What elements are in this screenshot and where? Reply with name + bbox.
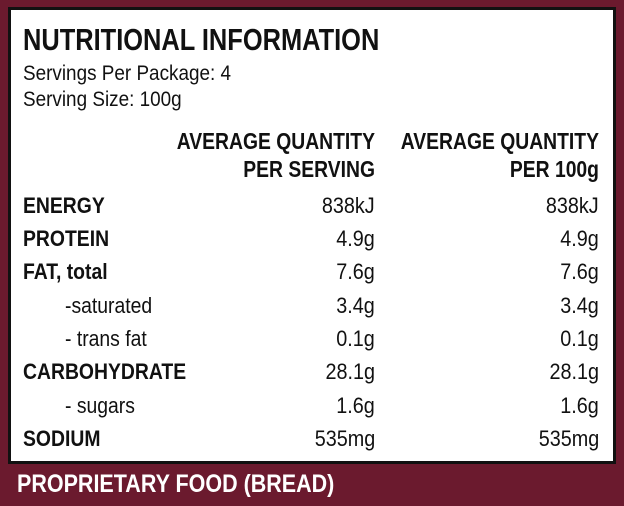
nutrient-row-sugars: - sugars 1.6g 1.6g [11, 393, 613, 426]
per-100g-value: 28.1g [549, 359, 599, 384]
per-100g-value: 4.9g [560, 226, 599, 251]
column-header-per-serving: AVERAGE QUANTITY PER SERVING [177, 127, 375, 183]
nutrient-label: FAT, total [23, 259, 108, 284]
nutrient-row-trans-fat: - trans fat 0.1g 0.1g [11, 326, 613, 359]
nutrient-row-protein: PROTEIN 4.9g 4.9g [11, 226, 613, 259]
per-100g-value: 1.6g [560, 393, 599, 418]
serving-size: Serving Size: 100g [23, 88, 182, 111]
per-serving-value: 7.6g [336, 259, 375, 284]
per-serving-value: 838kJ [322, 193, 375, 218]
column-header-per-100g-line1: AVERAGE QUANTITY [400, 128, 599, 154]
per-100g-value: 3.4g [560, 293, 599, 318]
panel-title: NUTRITIONAL INFORMATION [23, 22, 380, 57]
per-serving-value: 535mg [314, 426, 375, 451]
nutrient-label: PROTEIN [23, 226, 110, 251]
column-header-per-100g-line2: PER 100g [509, 156, 599, 182]
per-serving-value: 28.1g [325, 359, 375, 384]
per-100g-value: 0.1g [560, 326, 599, 351]
per-serving-value: 3.4g [336, 293, 375, 318]
column-header-per-serving-line1: AVERAGE QUANTITY [176, 128, 375, 154]
nutrient-row-fat-total: FAT, total 7.6g 7.6g [11, 259, 613, 292]
nutrient-row-saturated: -saturated 3.4g 3.4g [11, 293, 613, 326]
nutrient-label: -saturated [65, 293, 153, 318]
per-serving-value: 4.9g [336, 226, 375, 251]
nutrient-label: - sugars [65, 393, 135, 418]
per-100g-value: 7.6g [560, 259, 599, 284]
per-serving-value: 1.6g [336, 393, 375, 418]
product-category-footer: PROPRIETARY FOOD (BREAD) [17, 470, 335, 498]
column-header-per-serving-line2: PER SERVING [243, 156, 375, 182]
nutrient-row-energy: ENERGY 838kJ 838kJ [11, 193, 613, 226]
per-100g-value: 838kJ [546, 193, 599, 218]
nutrient-row-sodium: SODIUM 535mg 535mg [11, 426, 613, 459]
nutrient-label: SODIUM [23, 426, 101, 451]
nutrition-panel: NUTRITIONAL INFORMATION Servings Per Pac… [8, 7, 616, 464]
per-100g-value: 535mg [538, 426, 599, 451]
servings-per-package: Servings Per Package: 4 [23, 62, 232, 85]
nutrient-label: - trans fat [65, 326, 147, 351]
per-serving-value: 0.1g [336, 326, 375, 351]
nutrient-row-carbohydrate: CARBOHYDRATE 28.1g 28.1g [11, 359, 613, 392]
nutrient-label: ENERGY [23, 193, 105, 218]
nutrient-label: CARBOHYDRATE [23, 359, 187, 384]
column-header-per-100g: AVERAGE QUANTITY PER 100g [401, 127, 599, 183]
